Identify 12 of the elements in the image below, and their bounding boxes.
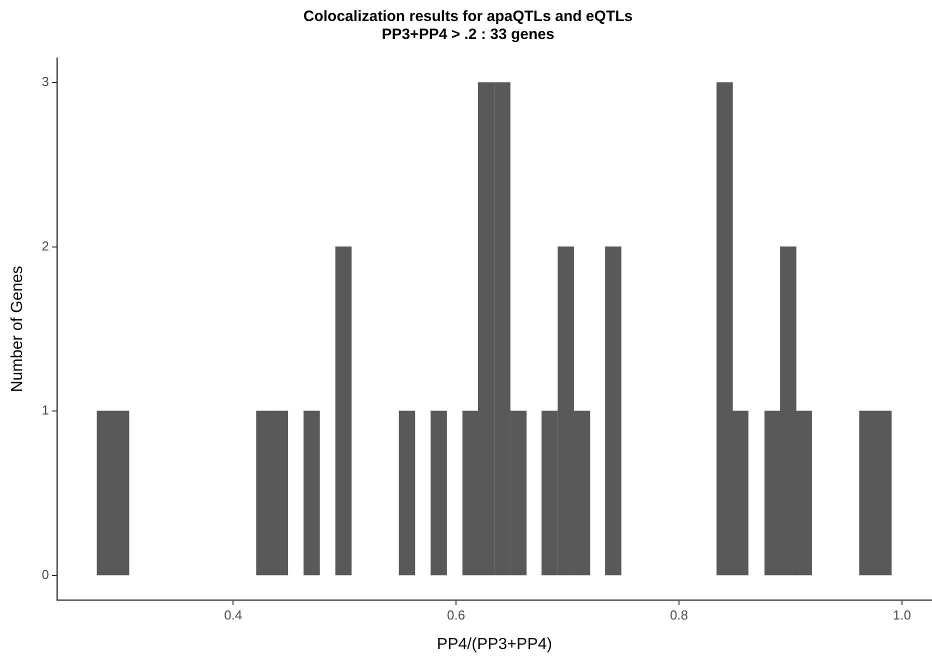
y-axis-title: Number of Genes [9,266,26,392]
x-tick-label: 0.6 [447,607,466,622]
x-tick-label: 1.0 [892,607,911,622]
y-tick-label: 2 [42,238,49,254]
x-tick-label: 0.8 [670,607,688,622]
y-tick-label: 1 [42,402,49,418]
y-tick-label: 3 [42,74,49,90]
chart-subtitle: PP3+PP4 > .2 : 33 genes [382,26,554,44]
chart-title: Colocalization results for apaQTLs and eQTLs [303,8,633,26]
y-tick-label: 0 [42,566,49,582]
x-tick-label: 0.4 [224,607,242,622]
x-axis-title: PP4/(PP3+PP4) [436,636,552,653]
